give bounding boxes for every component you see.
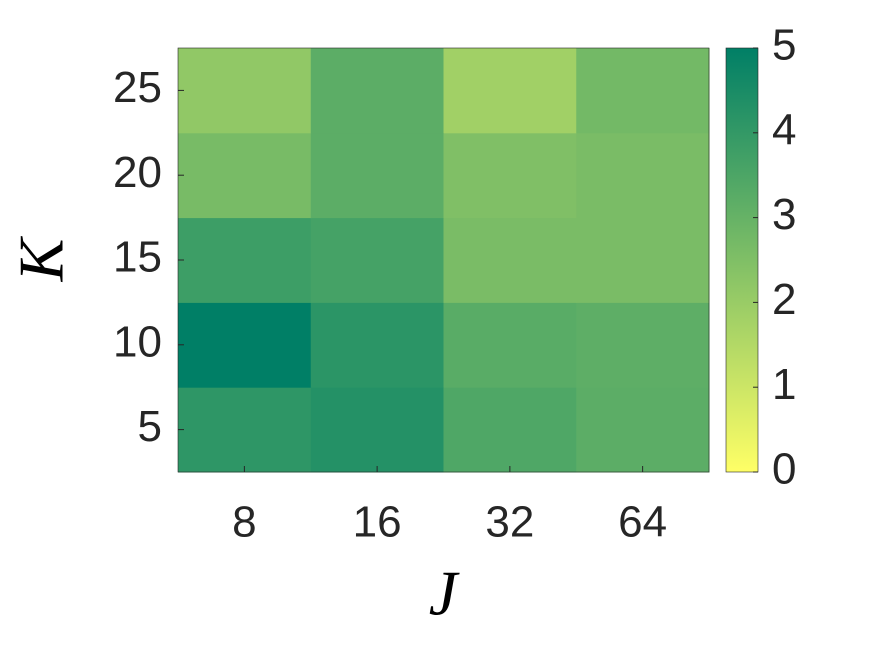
cell — [576, 217, 710, 303]
y-tick-label: 5 — [138, 402, 162, 451]
cell — [576, 302, 710, 388]
cell — [443, 302, 577, 388]
cell — [443, 132, 577, 219]
y-tick-label: 15 — [113, 233, 162, 282]
cell — [310, 387, 444, 473]
cell — [310, 132, 444, 219]
colorbar-tick-label: 3 — [772, 190, 796, 239]
x-tick-label: 16 — [353, 498, 402, 547]
cell — [178, 387, 312, 473]
cell — [443, 217, 577, 303]
cell — [178, 48, 312, 134]
colorbar-tick-label: 2 — [772, 275, 796, 324]
cell — [178, 302, 312, 388]
x-axis-label: J — [429, 558, 460, 629]
x-tick-label: 8 — [232, 498, 256, 547]
colorbar — [725, 47, 759, 473]
y-axis-label: K — [6, 235, 77, 282]
cell — [443, 48, 577, 134]
colorbar-tick-label: 4 — [772, 105, 796, 154]
cell — [576, 387, 710, 473]
x-tick-label: 32 — [485, 498, 534, 547]
colorbar-tick-label: 0 — [772, 445, 796, 494]
colorbar-tick-label: 5 — [772, 21, 796, 70]
cell — [310, 302, 444, 388]
y-tick-label: 10 — [113, 317, 162, 366]
x-tick-label: 64 — [618, 498, 667, 547]
y-tick-label: 20 — [113, 148, 162, 197]
cell — [310, 48, 444, 134]
cell — [576, 48, 710, 134]
cell — [178, 132, 312, 219]
cell — [576, 132, 710, 219]
colorbar-tick-label: 1 — [772, 360, 796, 409]
cell — [178, 217, 312, 303]
y-tick-label: 25 — [113, 63, 162, 112]
cell — [310, 217, 444, 303]
cell — [443, 387, 577, 473]
